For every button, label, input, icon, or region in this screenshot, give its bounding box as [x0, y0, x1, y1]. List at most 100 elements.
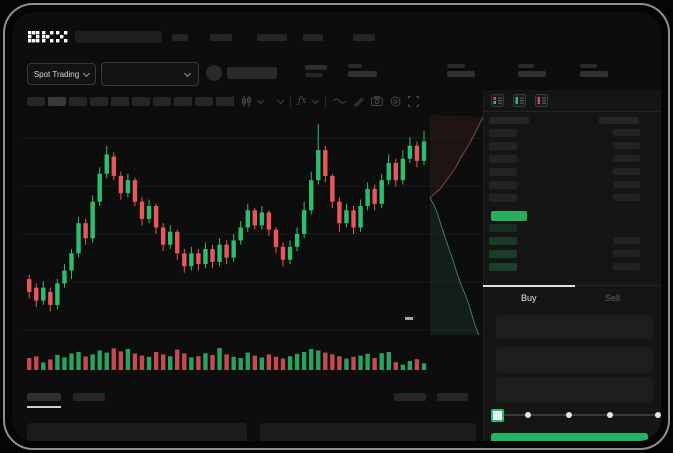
bids-list [483, 221, 661, 273]
book-combined-icon[interactable] [491, 94, 504, 107]
ask-price-placeholder [489, 141, 517, 150]
chevron-down-icon [183, 69, 192, 77]
ask-amount-placeholder [613, 181, 640, 188]
pencil-draw-icon[interactable] [353, 96, 365, 107]
pair-dropdown[interactable] [101, 62, 199, 86]
book-asks-only-icon[interactable] [535, 94, 548, 107]
chevron-down-icon[interactable] [312, 96, 320, 105]
timeframe-slot[interactable] [174, 97, 192, 106]
bid-row[interactable] [483, 221, 661, 234]
active-tab-indicator [483, 285, 575, 287]
bottom-link-placeholder[interactable] [437, 393, 468, 401]
bottom-tab-active-placeholder[interactable] [27, 393, 61, 401]
ask-price-placeholder [489, 128, 517, 137]
app-screen: Spot Trading [12, 12, 661, 441]
nav-item-placeholder[interactable] [303, 34, 323, 41]
timeframe-slot[interactable] [69, 97, 87, 106]
divider [290, 95, 291, 107]
amount-slider[interactable] [483, 406, 661, 424]
bid-amount-placeholder [613, 237, 640, 244]
ask-amount-placeholder [613, 168, 640, 175]
stat-label-placeholder [447, 64, 465, 68]
bid-price-placeholder [489, 262, 517, 271]
timeframe-slot[interactable] [195, 97, 213, 106]
buy-submit-button[interactable] [491, 433, 648, 441]
camera-snapshot-icon[interactable] [371, 96, 384, 106]
nav-item-placeholder[interactable] [257, 34, 287, 41]
bid-row[interactable] [483, 260, 661, 273]
slider-stop[interactable] [607, 412, 613, 418]
nav-item-placeholder[interactable] [210, 34, 232, 41]
slider-stop[interactable] [566, 412, 572, 418]
timeframe-slot[interactable] [153, 97, 171, 106]
timeframe-slot[interactable] [27, 97, 45, 106]
bid-row[interactable] [483, 234, 661, 247]
book-header-price-placeholder [489, 117, 529, 124]
order-amount-input[interactable] [496, 347, 653, 373]
okx-logo [28, 31, 68, 43]
ask-price-placeholder [489, 167, 517, 176]
tab-sell[interactable]: Sell [605, 293, 621, 303]
timeframe-slot[interactable] [48, 97, 66, 106]
chevron-down-icon[interactable] [276, 96, 285, 105]
timeframe-slot[interactable] [111, 97, 129, 106]
nav-item-placeholder[interactable] [172, 34, 188, 41]
search-input[interactable] [75, 31, 162, 43]
last-price-badge[interactable] [491, 211, 527, 221]
book-header-amount-placeholder [599, 117, 639, 124]
slider-track[interactable] [499, 414, 659, 416]
divider [233, 95, 234, 107]
stat-label-placeholder [518, 64, 534, 68]
ask-row[interactable] [483, 191, 661, 204]
timeframe-slot[interactable] [132, 97, 150, 106]
slider-stop[interactable] [525, 412, 531, 418]
slider-stop[interactable] [655, 412, 661, 418]
ask-price-placeholder [489, 180, 517, 189]
bid-row[interactable] [483, 247, 661, 260]
ask-amount-placeholder [613, 142, 640, 149]
chevron-down-icon [256, 96, 265, 104]
settings-gear-icon[interactable] [390, 96, 401, 107]
ask-row[interactable] [483, 139, 661, 152]
trade-tabs: Buy Sell [483, 285, 661, 308]
timeframe-slot[interactable] [90, 97, 108, 106]
divider [483, 111, 661, 112]
candle-style-icon[interactable] [241, 95, 265, 107]
ask-price-placeholder [489, 154, 517, 163]
timeframe-slot[interactable] [216, 97, 234, 106]
bottom-tab-placeholder[interactable] [73, 393, 105, 401]
order-total-input[interactable] [496, 377, 653, 402]
ask-amount-placeholder [613, 129, 640, 136]
slider-handle[interactable] [490, 409, 504, 422]
stat-value-placeholder [518, 71, 546, 77]
market-type-dropdown[interactable]: Spot Trading [27, 63, 96, 85]
nav-item-placeholder[interactable] [353, 34, 375, 41]
ask-row[interactable] [483, 178, 661, 191]
tab-buy[interactable]: Buy [521, 293, 537, 303]
bid-amount-placeholder [613, 263, 640, 270]
ask-price-placeholder [489, 193, 517, 202]
bid-amount-placeholder [613, 250, 640, 257]
ask-row[interactable] [483, 165, 661, 178]
fullscreen-icon[interactable] [408, 95, 420, 107]
stat-label-placeholder [580, 64, 597, 68]
timeframe-slots [27, 97, 234, 106]
chevron-down-icon [83, 69, 91, 77]
ask-row[interactable] [483, 126, 661, 139]
ask-row[interactable] [483, 152, 661, 165]
bottom-link-placeholder[interactable] [394, 393, 426, 401]
pair-name-placeholder [227, 67, 277, 79]
indicator-fx-icon[interactable]: ƒx [298, 96, 307, 106]
asks-list [483, 126, 661, 204]
book-bids-only-icon[interactable] [513, 94, 526, 107]
book-view-icons [491, 94, 548, 107]
candlestick-chart[interactable] [19, 113, 483, 375]
divider [325, 95, 327, 107]
stat-value-placeholder [580, 71, 608, 77]
stat-value-placeholder [447, 71, 475, 77]
bid-price-placeholder [489, 223, 517, 232]
stat-label-placeholder [348, 64, 362, 68]
order-price-input[interactable] [496, 315, 653, 339]
wave-line-icon[interactable] [333, 97, 347, 105]
